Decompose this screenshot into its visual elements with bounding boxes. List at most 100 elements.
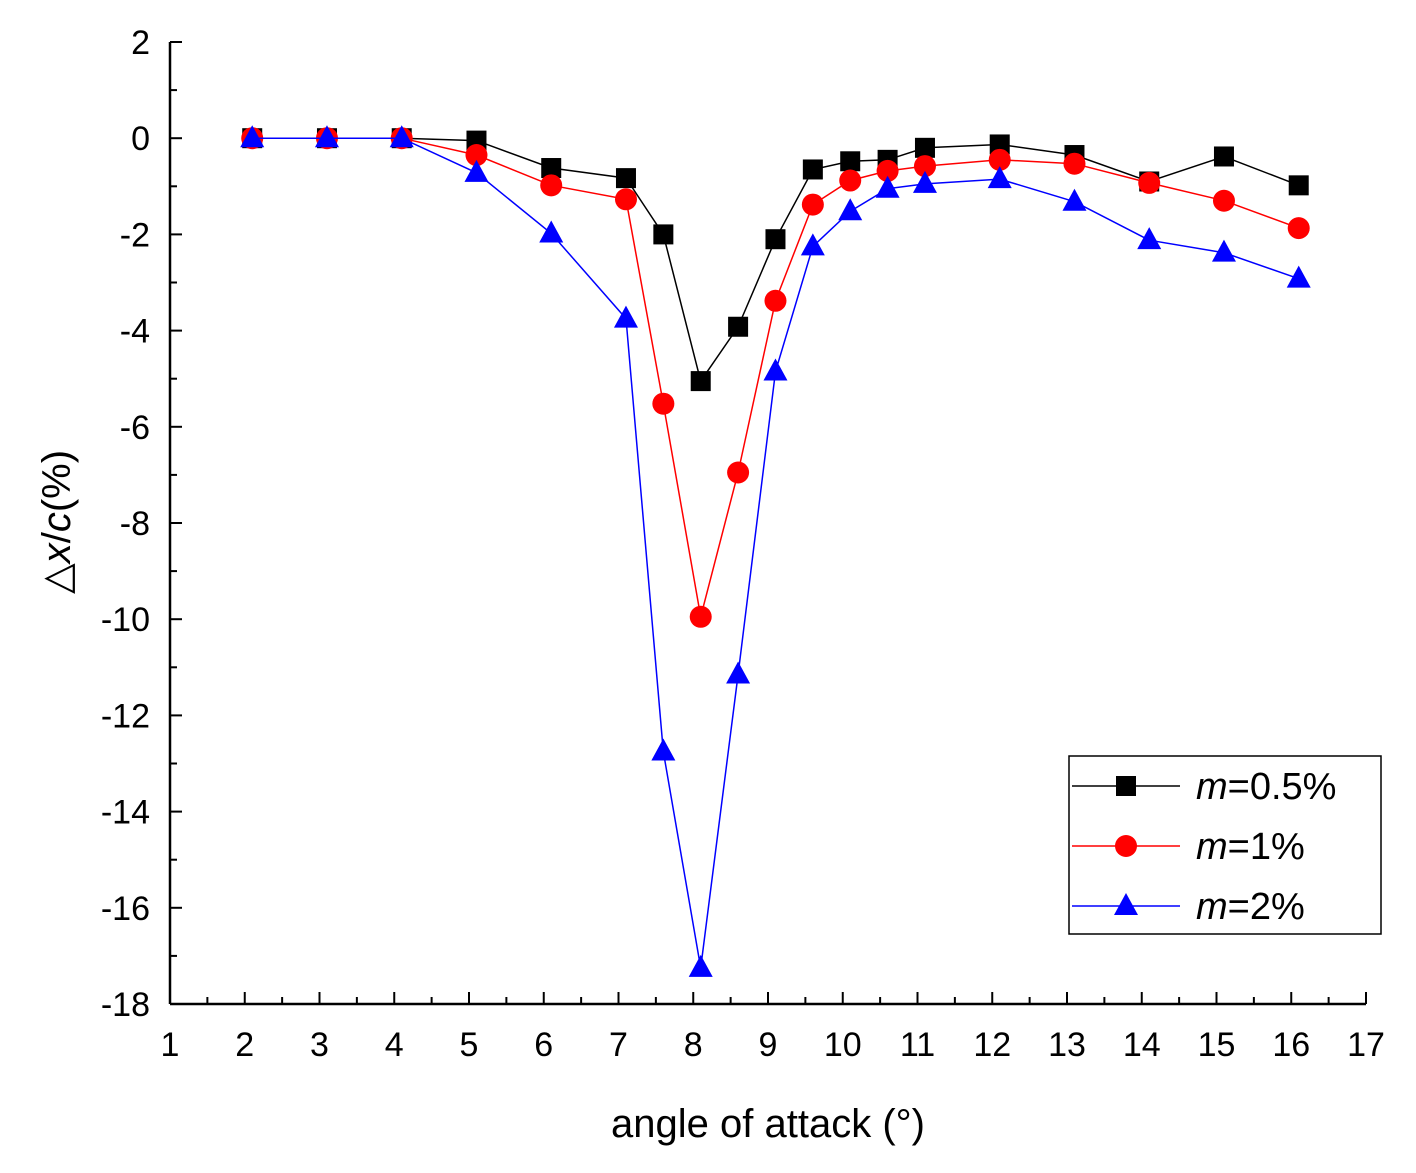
y-tick-label: -12 (101, 697, 150, 735)
data-point (763, 358, 788, 381)
data-point (801, 193, 824, 216)
data-point (838, 198, 863, 221)
data-point (240, 125, 265, 148)
data-point (653, 224, 674, 245)
data-point (314, 125, 339, 148)
data-point (800, 233, 825, 256)
data-point (614, 188, 637, 211)
data-point (987, 166, 1012, 189)
data-point (1212, 189, 1235, 212)
y-tick-label: -10 (101, 601, 150, 639)
y-tick-label: -18 (101, 986, 150, 1024)
series-2 (241, 127, 1310, 628)
data-point (1213, 146, 1234, 167)
data-point (764, 289, 787, 312)
data-point (727, 461, 750, 484)
data-point (802, 159, 823, 180)
x-axis-title: angle of attack (°) (611, 1102, 925, 1146)
y-axis-title-slash: / (35, 531, 79, 543)
x-tick-label: 1 (161, 1026, 180, 1064)
y-axis-title-c: c (35, 512, 79, 532)
data-point (1062, 188, 1087, 211)
y-axis-title: △x/c(%) (35, 450, 79, 594)
legend-marker (1114, 893, 1138, 915)
y-tick-label: -16 (101, 890, 150, 928)
x-tick-label: 9 (759, 1026, 778, 1064)
x-tick-label: 14 (1123, 1026, 1161, 1064)
x-tick-label: 4 (385, 1026, 404, 1064)
x-tick-label: 11 (900, 1026, 935, 1064)
data-point (539, 220, 564, 243)
y-axis-title-prefix: △ (35, 563, 79, 594)
data-point (1138, 171, 1161, 194)
data-point (465, 144, 488, 167)
data-point (464, 159, 489, 182)
data-point (389, 125, 414, 148)
data-point (690, 371, 711, 392)
data-point (876, 159, 899, 182)
legend-label-var: m (1196, 766, 1228, 808)
series-layer (240, 125, 1311, 977)
data-point (765, 229, 786, 250)
data-point (988, 148, 1011, 171)
x-tick-label: 10 (824, 1026, 862, 1064)
data-point (613, 305, 638, 328)
legend-label: m=0.5% (1196, 766, 1336, 808)
data-point (651, 738, 676, 761)
data-point (1287, 217, 1310, 240)
x-tick-label: 15 (1198, 1026, 1236, 1064)
legend-label-rest: =1% (1228, 826, 1305, 868)
data-point (914, 137, 935, 158)
x-tick-label: 17 (1347, 1026, 1385, 1064)
series-3 (240, 125, 1311, 977)
data-point (1288, 175, 1309, 196)
legend-item-1: m=0.5% (1072, 766, 1336, 808)
y-tick-label: 0 (131, 120, 150, 158)
data-point (875, 175, 900, 198)
data-point (989, 134, 1010, 155)
legend-item-2: m=1% (1072, 826, 1305, 868)
y-tick-label: -4 (120, 313, 150, 351)
ticks: 1 2 3 4 5 6 7 8 9 10 11 12 13 14 15 16 1720-2-4-6-8-10-1… (101, 24, 1385, 1064)
data-point (1286, 265, 1311, 288)
x-tick-label: 16 (1272, 1026, 1310, 1064)
y-tick-label: -14 (101, 794, 150, 832)
data-point (1063, 152, 1086, 175)
y-axis-title-x: x (35, 541, 79, 565)
data-point (840, 151, 861, 172)
legend-item-3: m=2% (1072, 886, 1305, 928)
data-point (912, 170, 937, 193)
legend-label: m=2% (1196, 886, 1305, 928)
x-tick-label: 7 (609, 1026, 628, 1064)
y-axis-title-suffix: (%) (35, 450, 79, 512)
data-point (728, 316, 749, 337)
series-1 (242, 128, 1309, 392)
legend: m=0.5%m=1%m=2% (1068, 755, 1382, 935)
data-point (839, 169, 862, 192)
legend-label: m=1% (1196, 826, 1305, 868)
data-point (688, 954, 713, 977)
legend-label-var: m (1196, 886, 1228, 928)
data-point (541, 158, 562, 179)
x-tick-label: 5 (460, 1026, 479, 1064)
y-tick-label: -2 (120, 216, 150, 254)
x-tick-label: 2 (235, 1026, 254, 1064)
y-tick-label: 2 (131, 24, 150, 62)
data-point (540, 174, 563, 197)
y-tick-label: -8 (120, 505, 150, 543)
data-point (1211, 239, 1236, 262)
data-point (913, 155, 936, 178)
data-point (615, 168, 636, 189)
x-tick-label: 3 (310, 1026, 329, 1064)
legend-items: m=0.5%m=1%m=2% (1072, 766, 1336, 928)
y-tick-label: -6 (120, 409, 150, 447)
data-point (652, 392, 675, 415)
x-tick-label: 6 (534, 1026, 553, 1064)
legend-marker (1115, 835, 1137, 857)
x-tick-label: 12 (973, 1026, 1011, 1064)
legend-marker (1116, 776, 1136, 796)
x-tick-label: 13 (1048, 1026, 1086, 1064)
data-point (726, 661, 751, 684)
legend-label-var: m (1196, 826, 1228, 868)
